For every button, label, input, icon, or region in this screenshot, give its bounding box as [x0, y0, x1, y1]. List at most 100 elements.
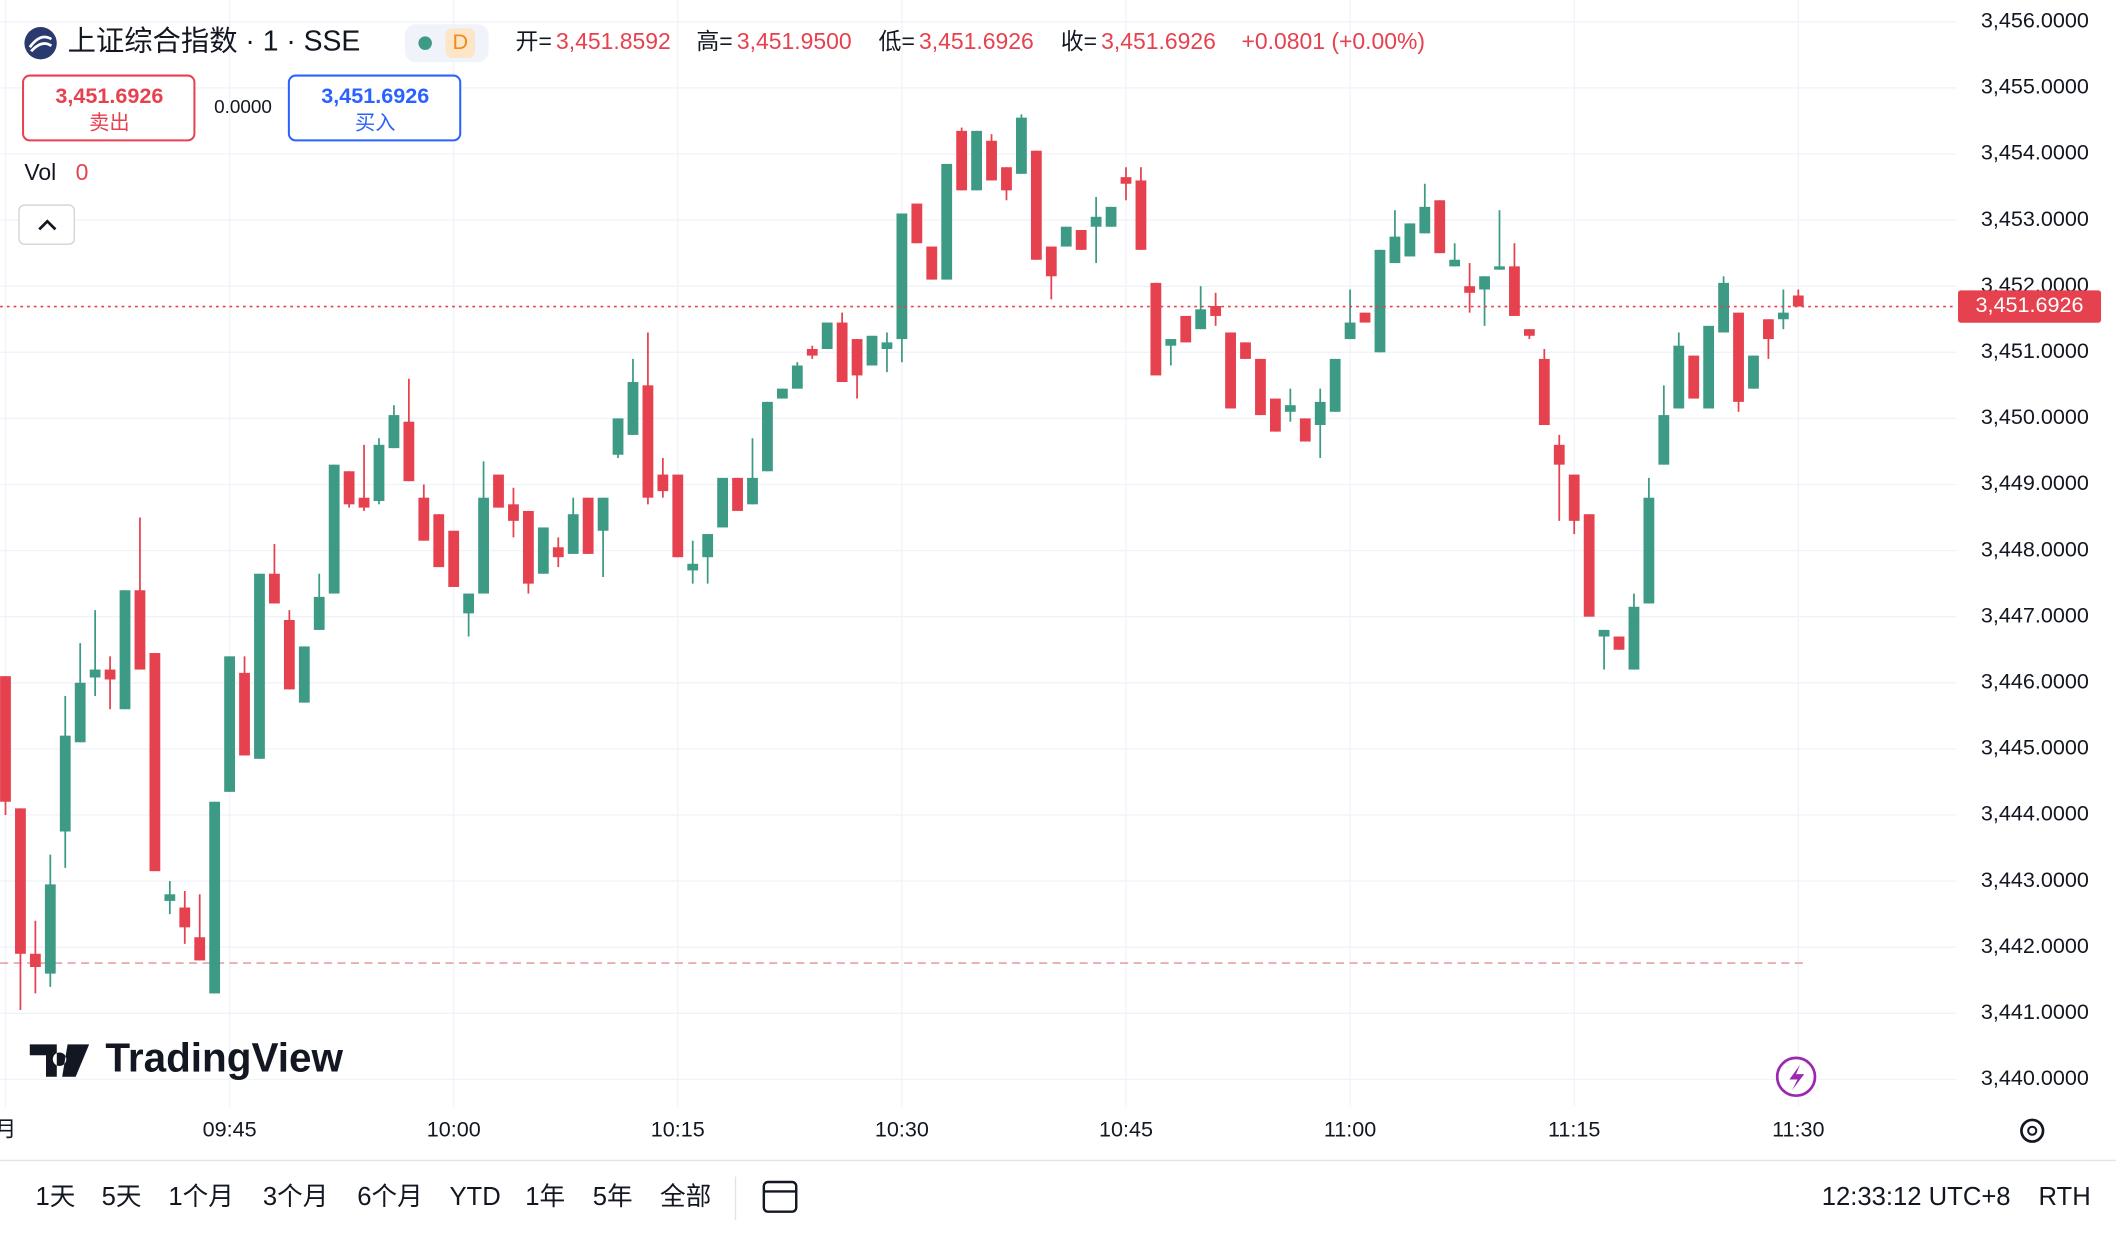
candle-body — [463, 593, 475, 614]
y-tick-label: 3,454.0000 — [1981, 140, 2089, 165]
candle-body — [687, 563, 699, 571]
candle-body — [224, 656, 235, 792]
candle-body — [1120, 177, 1132, 184]
candle-body — [134, 590, 146, 670]
sell-button[interactable] — [22, 74, 196, 142]
candle-body — [1718, 282, 1729, 333]
volume-value: 0 — [76, 159, 89, 185]
settings-icon[interactable] — [2020, 1118, 2045, 1143]
candle-body — [941, 163, 953, 280]
symbol-title[interactable]: 上证综合指数 · 1 · SSE — [68, 26, 361, 58]
session[interactable]: RTH — [2039, 1183, 2091, 1211]
candle-body — [1568, 474, 1580, 521]
candle-body — [1314, 401, 1326, 426]
candle-body — [1792, 295, 1804, 307]
collapse-button[interactable] — [18, 204, 76, 245]
date-range-icon[interactable] — [762, 1180, 798, 1213]
candle-body — [373, 444, 385, 502]
range-button[interactable]: 1年 — [525, 1182, 565, 1211]
candle-body — [478, 497, 489, 594]
candle-body — [1016, 117, 1027, 174]
candle-body — [821, 322, 833, 349]
candle-body — [358, 497, 370, 508]
candle-body — [1269, 398, 1281, 432]
range-button[interactable]: 5年 — [593, 1182, 633, 1211]
candle-body — [119, 590, 131, 710]
candle-body — [1479, 276, 1490, 290]
candle-body — [1523, 329, 1535, 336]
candle-body — [1240, 342, 1251, 359]
candle-body — [926, 246, 938, 280]
y-tick-label: 3,451.0000 — [1981, 338, 2089, 363]
candle-body — [1299, 418, 1311, 442]
x-tick-label: 10:45 — [1099, 1116, 1153, 1141]
y-tick-label: 3,456.0000 — [1981, 8, 2089, 33]
candle-body — [493, 474, 504, 508]
status-dot — [418, 36, 432, 50]
range-button[interactable]: 3个月 — [263, 1183, 329, 1211]
candle-body — [642, 385, 654, 498]
last-price-tag — [1958, 290, 2102, 323]
settings-icon-core — [2027, 1125, 2038, 1136]
candle-body — [1658, 415, 1670, 465]
candle-body — [283, 619, 295, 690]
ohlc-value: 3,451.8592 — [556, 28, 671, 54]
candle-body — [851, 339, 863, 376]
candle-body — [418, 497, 430, 541]
candle-body — [1255, 358, 1266, 416]
candle-body — [1553, 444, 1565, 465]
candle-body — [1135, 180, 1147, 250]
x-tick-label: 月 — [0, 1116, 16, 1141]
candle-body — [1703, 325, 1715, 409]
candle-body — [1210, 306, 1222, 316]
candle-body — [1030, 150, 1042, 260]
candle-body — [1195, 309, 1207, 330]
badge-label: D — [452, 29, 468, 54]
candle-body — [1538, 358, 1550, 426]
candle-body — [209, 801, 221, 994]
candle-body — [1090, 216, 1102, 227]
range-button[interactable]: 1个月 — [168, 1183, 234, 1211]
range-button[interactable]: 全部 — [660, 1182, 711, 1211]
y-tick-label: 3,442.0000 — [1981, 933, 2089, 958]
candle-body — [1598, 629, 1610, 637]
range-button[interactable]: YTD — [449, 1183, 500, 1211]
x-tick-label: 11:15 — [1548, 1116, 1600, 1141]
y-tick-label: 3,448.0000 — [1981, 536, 2089, 561]
clock[interactable]: 12:33:12 UTC+8 — [1822, 1183, 2011, 1211]
candles-layer — [0, 114, 1957, 1010]
y-tick-label: 3,441.0000 — [1981, 999, 2089, 1024]
ohlc-label: 低= — [879, 28, 915, 54]
candle-body — [672, 474, 684, 558]
candle-body — [627, 382, 639, 435]
candle-body — [104, 669, 116, 680]
ohlc-value: 3,451.9500 — [737, 28, 852, 54]
candle-body — [433, 514, 445, 568]
candle-body — [15, 808, 26, 954]
range-button[interactable]: 5天 — [102, 1183, 142, 1211]
candle-body — [1748, 355, 1759, 389]
candle-body — [149, 653, 161, 872]
buy-label: 买入 — [355, 112, 395, 134]
candle-body — [313, 596, 325, 630]
candle-body — [1165, 339, 1177, 346]
logo-mark — [29, 1044, 90, 1077]
candle-body — [1344, 322, 1356, 340]
y-tick-label: 3,449.0000 — [1981, 470, 2089, 495]
range-button[interactable]: 6个月 — [357, 1183, 423, 1211]
y-tick-label: 3,445.0000 — [1981, 735, 2089, 760]
candle-body — [537, 527, 549, 574]
buy-button[interactable] — [287, 74, 462, 142]
candle-body — [776, 388, 788, 399]
candle-body — [567, 514, 579, 554]
buy-price: 3,451.6926 — [321, 83, 429, 108]
candle-body — [388, 415, 400, 449]
candle-body — [986, 140, 997, 181]
change: +0.0801 (+0.00%) — [1242, 28, 1426, 54]
candle-body — [1105, 206, 1117, 227]
candle-body — [806, 348, 818, 356]
candle-body — [1359, 312, 1371, 323]
range-button[interactable]: 1天 — [35, 1183, 75, 1211]
